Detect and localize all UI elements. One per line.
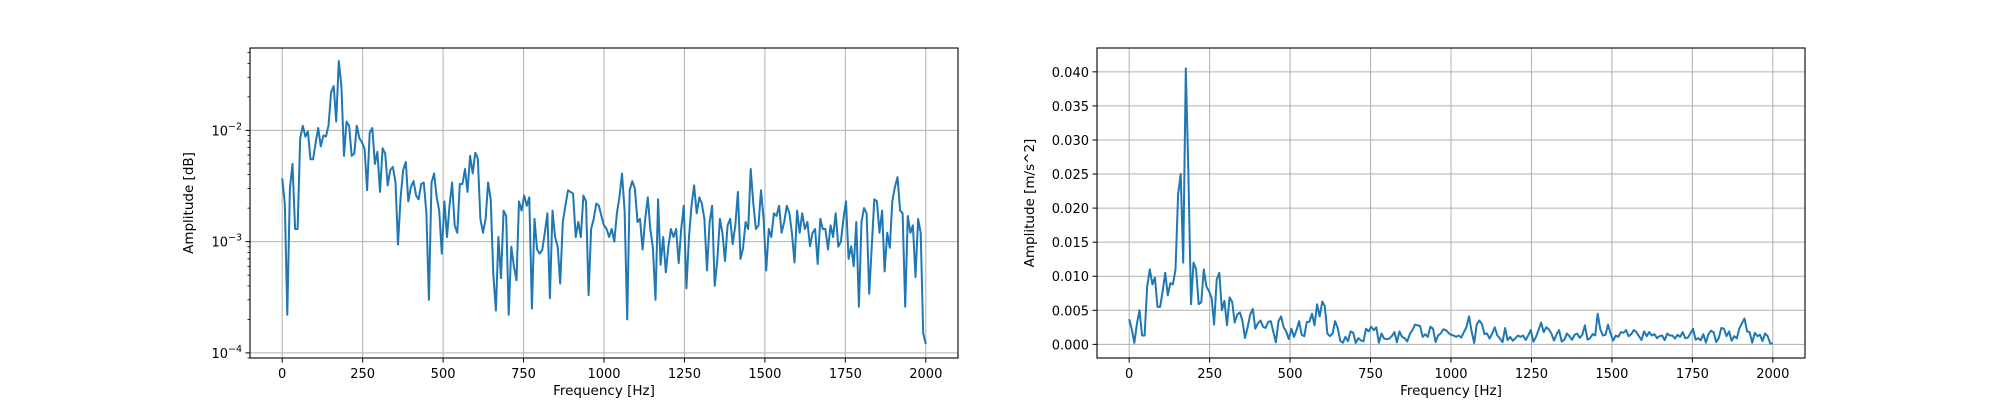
x-tick-label: 500 xyxy=(431,367,456,382)
y-tick-label: 10−3 xyxy=(211,233,242,251)
y-axis-label: Amplitude [dB] xyxy=(181,152,197,254)
x-axis-label: Frequency [Hz] xyxy=(553,383,655,399)
y-axis-label: Amplitude [m/s^2] xyxy=(1022,139,1038,268)
chart-amplitude-ms2: 0 250 500 750 1000 1250 1500 1750 2000 0.000 0.005… xyxy=(1022,47,1806,399)
x-tick-label: 1500 xyxy=(748,367,781,382)
x-tick-label: 1250 xyxy=(668,367,701,382)
series-line xyxy=(1128,67,1773,345)
y-tick-label: 10−2 xyxy=(211,121,242,139)
chart-amplitude-db: 0 250 500 750 1000 1250 1500 1750 2000 10−4 10−3 10… xyxy=(181,47,959,399)
series-line xyxy=(281,60,927,345)
x-tick-label: 2000 xyxy=(1756,367,1789,382)
y-tick-label: 0.010 xyxy=(1052,270,1089,285)
x-tick-label: 750 xyxy=(1358,367,1383,382)
y-tick-label: 0.000 xyxy=(1052,338,1089,353)
y-tick-label: 0.020 xyxy=(1052,202,1089,217)
x-tick-label: 0 xyxy=(1125,367,1133,382)
x-tick-label: 1000 xyxy=(1434,367,1467,382)
y-tick-label: 0.015 xyxy=(1052,236,1089,251)
y-tick-label: 0.040 xyxy=(1052,66,1089,81)
y-tick-label: 0.030 xyxy=(1052,134,1089,149)
y-tick-label: 0.005 xyxy=(1052,304,1089,319)
x-tick-label: 0 xyxy=(278,367,286,382)
x-tick-label: 1750 xyxy=(1676,367,1709,382)
y-tick-label: 0.025 xyxy=(1052,168,1089,183)
x-tick-label: 1500 xyxy=(1595,367,1628,382)
x-tick-label: 500 xyxy=(1278,367,1303,382)
x-tick-label: 250 xyxy=(1197,367,1222,382)
x-tick-label: 1750 xyxy=(829,367,862,382)
x-tick-label: 750 xyxy=(511,367,536,382)
y-tick-label: 10−4 xyxy=(211,344,242,362)
x-tick-label: 1250 xyxy=(1515,367,1548,382)
y-tick-label: 0.035 xyxy=(1052,100,1089,115)
x-tick-label: 1000 xyxy=(587,367,620,382)
x-axis-label: Frequency [Hz] xyxy=(1400,383,1502,399)
x-tick-label: 2000 xyxy=(909,367,942,382)
x-tick-label: 250 xyxy=(350,367,375,382)
